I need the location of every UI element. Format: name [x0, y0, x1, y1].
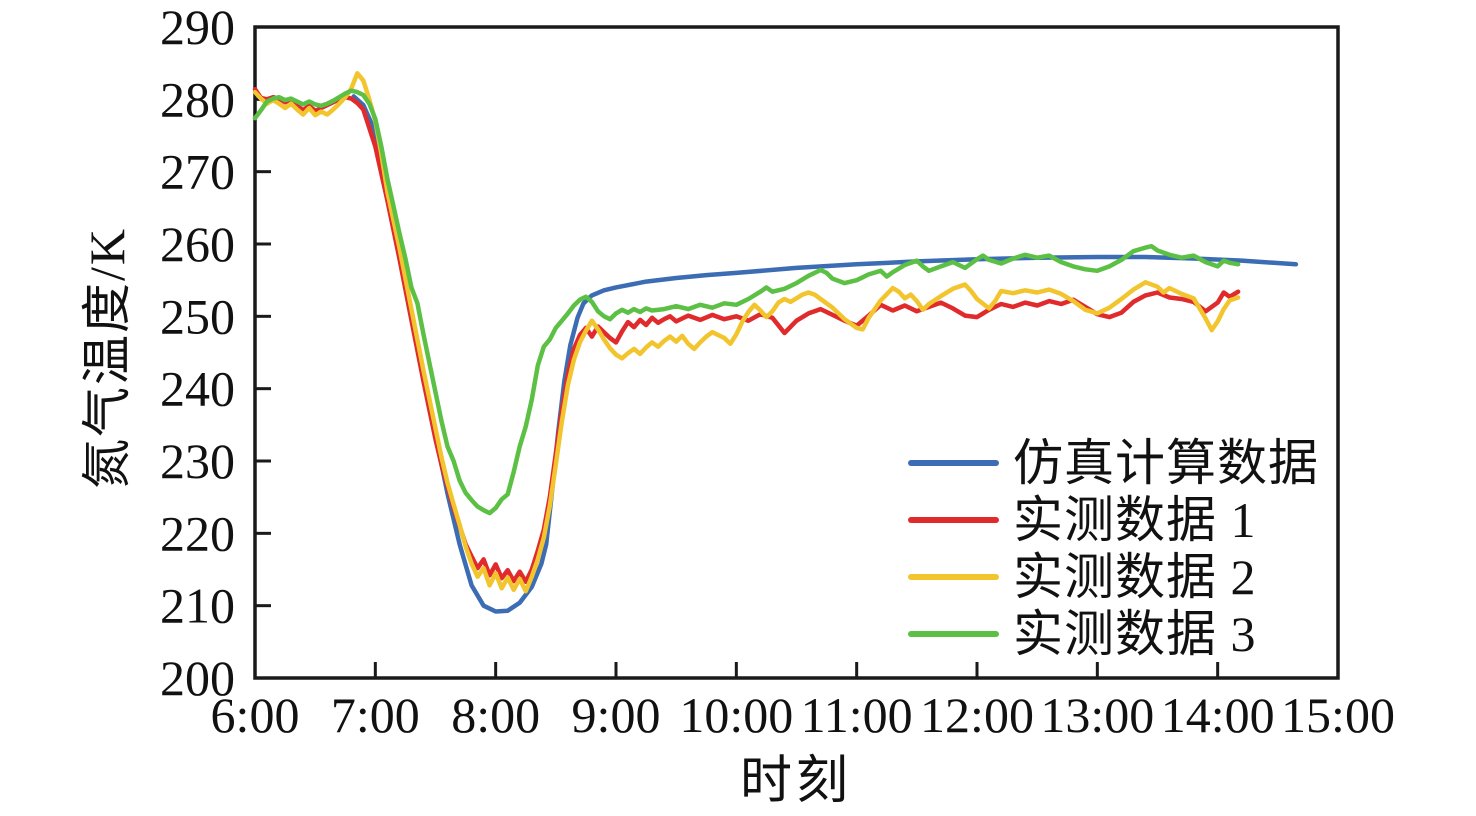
y-axis-title: 氮气温度/K	[79, 227, 135, 489]
legend-line-swatch-measured-3	[908, 630, 999, 637]
legend-item-measured-1: 实测数据 1	[908, 491, 1319, 548]
y-tick-label: 250	[160, 288, 235, 344]
legend-item-simulation: 仿真计算数据	[908, 434, 1319, 491]
y-tick-label: 240	[160, 361, 235, 417]
legend-label-measured-1: 实测数据 1	[1013, 491, 1257, 548]
series-line-measured-3	[252, 88, 1241, 516]
legend-label-measured-3: 实测数据 3	[1013, 605, 1257, 662]
y-tick-label: 230	[160, 433, 235, 489]
legend-label-measured-2: 实测数据 2	[1013, 548, 1257, 605]
legend-label-simulation: 仿真计算数据	[1013, 434, 1319, 491]
y-tick-label: 270	[160, 144, 235, 200]
y-tick-label: 260	[160, 216, 235, 272]
y-tick-label: 220	[160, 505, 235, 561]
x-tick-label: 10:00	[679, 687, 793, 743]
y-tick-label: 210	[160, 578, 235, 634]
x-tick-label: 9:00	[572, 687, 661, 743]
x-tick-label: 15:00	[1281, 687, 1395, 743]
legend-item-measured-3: 实测数据 3	[908, 605, 1319, 662]
legend-line-swatch-measured-1	[908, 516, 999, 523]
x-axis-title: 时刻	[739, 753, 853, 810]
series-line-measured-2	[252, 71, 1241, 594]
x-tick-label: 7:00	[331, 687, 420, 743]
series-line-measured-1	[252, 86, 1241, 585]
y-tick-label: 290	[160, 0, 235, 55]
legend-line-swatch-measured-2	[908, 573, 999, 580]
legend: 仿真计算数据 实测数据 1 实测数据 2 实测数据 3	[908, 434, 1319, 662]
plot-frame	[253, 25, 1340, 680]
legend-line-swatch-simulation	[908, 459, 999, 466]
x-tick-label: 11:00	[801, 687, 913, 743]
legend-item-measured-2: 实测数据 2	[908, 548, 1319, 605]
x-tick-label: 6:00	[211, 687, 300, 743]
y-tick-label: 280	[160, 71, 235, 127]
y-tick-label: 200	[160, 650, 235, 706]
x-tick-label: 8:00	[451, 687, 540, 743]
x-tick-label: 12:00	[920, 687, 1034, 743]
x-tick-label: 13:00	[1040, 687, 1154, 743]
x-tick-label: 14:00	[1161, 687, 1275, 743]
